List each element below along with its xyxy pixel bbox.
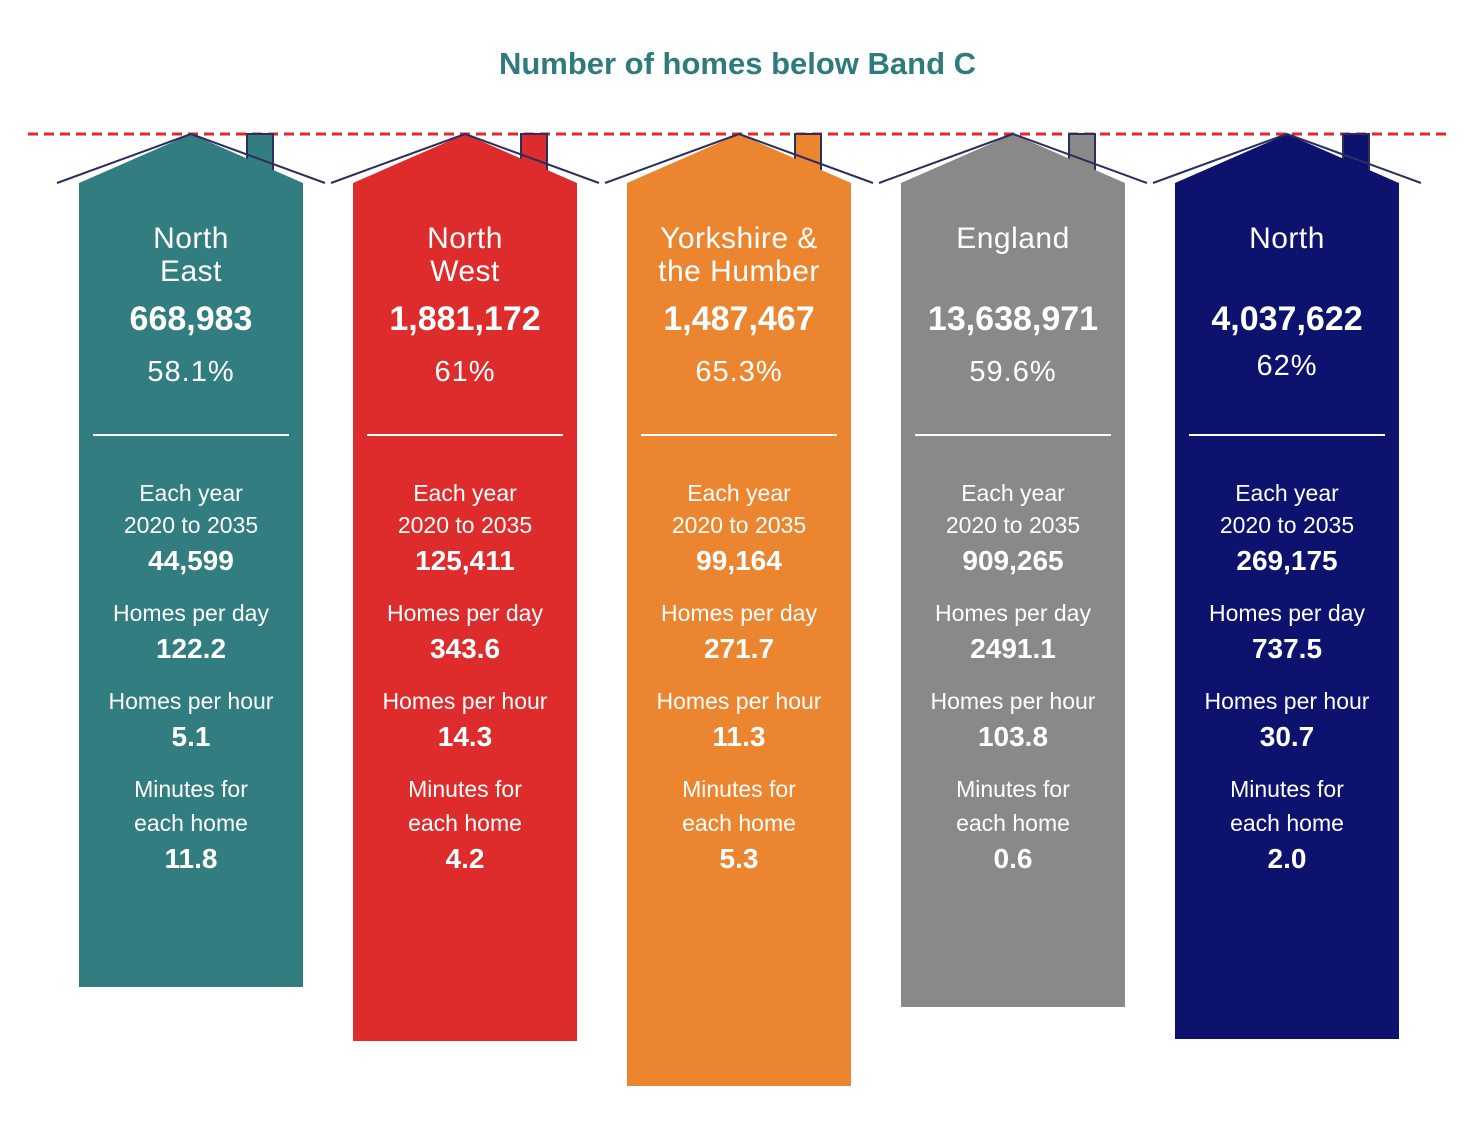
per-hour-label: Homes per hour (382, 688, 548, 714)
period-label: 2020 to 2035 (945, 512, 1081, 538)
per-day-label: Homes per day (935, 600, 1091, 626)
region-name-line2: the Humber (658, 255, 820, 288)
each-year-value: 909,265 (962, 545, 1064, 576)
each-year-label: Each year (961, 480, 1065, 506)
house-north-west (353, 134, 577, 1041)
homes-percent: 62% (1256, 350, 1318, 382)
each-year-value: 125,411 (415, 545, 515, 576)
per-hour-value: 103.8 (977, 721, 1049, 752)
per-day-value: 343.6 (429, 633, 501, 664)
each-year-label: Each year (139, 480, 243, 506)
minutes-label-line1: Minutes for (134, 776, 248, 802)
divider (915, 434, 1111, 436)
homes-percent: 65.3% (695, 356, 783, 388)
minutes-label-line2: each home (956, 810, 1070, 836)
region-name-line1: England (956, 222, 1070, 255)
region-name-line1: North (153, 222, 229, 255)
homes-percent: 58.1% (147, 356, 235, 388)
minutes-label-line1: Minutes for (408, 776, 522, 802)
each-year-value: 269,175 (1236, 545, 1338, 576)
stats: Each year 2020 to 2035 909,265 Homes per… (901, 476, 1125, 874)
roof-england (878, 132, 1148, 184)
minutes-label-line1: Minutes for (1230, 776, 1344, 802)
region-name: North (1175, 222, 1399, 255)
region-name-line2: East (159, 255, 223, 288)
per-day-label: Homes per day (661, 600, 817, 626)
stats: Each year 2020 to 2035 99,164 Homes per … (627, 476, 851, 874)
per-day-value: 2491.1 (970, 633, 1056, 664)
minutes-value: 11.8 (164, 843, 218, 874)
period-label: 2020 to 2035 (123, 512, 259, 538)
homes-count: 4,037,622 (1211, 300, 1363, 338)
roof-north (1152, 132, 1422, 184)
homes-percent: 61% (434, 356, 496, 388)
house-england (901, 134, 1125, 1007)
homes-count: 13,638,971 (927, 300, 1099, 338)
per-day-value: 271.7 (703, 633, 775, 664)
each-year-value: 99,164 (696, 545, 782, 576)
house-north (1175, 134, 1399, 1039)
minutes-label-line2: each home (134, 810, 248, 836)
roof-yorkshire-the-humber (604, 132, 874, 184)
per-hour-value: 11.3 (712, 721, 766, 752)
per-hour-value: 14.3 (437, 721, 493, 752)
region-name-line2: West (430, 255, 500, 288)
house-yorkshire-the-humber (627, 134, 851, 1086)
each-year-label: Each year (413, 480, 517, 506)
stats: Each year 2020 to 2035 125,411 Homes per… (353, 476, 577, 874)
minutes-label-line2: each home (1230, 810, 1344, 836)
roof-north-east (56, 132, 326, 184)
region-name: North East (79, 222, 303, 288)
minutes-value: 0.6 (993, 843, 1033, 874)
per-day-label: Homes per day (1209, 600, 1365, 626)
minutes-label-line1: Minutes for (682, 776, 796, 802)
per-day-value: 122.2 (155, 633, 227, 664)
per-hour-label: Homes per hour (108, 688, 274, 714)
each-year-label: Each year (1235, 480, 1339, 506)
minutes-value: 5.3 (719, 843, 759, 874)
period-label: 2020 to 2035 (1219, 512, 1355, 538)
region-name: North West (353, 222, 577, 288)
per-day-label: Homes per day (113, 600, 269, 626)
minutes-value: 4.2 (445, 843, 485, 874)
roof-north-west (330, 132, 600, 184)
divider (367, 434, 563, 436)
region-name-line1: North (427, 222, 503, 255)
per-hour-value: 5.1 (171, 721, 211, 752)
region-name-line1: North (1249, 222, 1325, 255)
period-label: 2020 to 2035 (397, 512, 533, 538)
homes-count: 1,881,172 (389, 300, 541, 338)
region-name-line1: Yorkshire & (660, 222, 818, 255)
homes-count: 668,983 (129, 300, 253, 338)
divider (93, 434, 289, 436)
divider (1189, 434, 1385, 436)
house-north-east (79, 134, 303, 987)
per-day-value: 737.5 (1251, 633, 1323, 664)
region-name: England (901, 222, 1125, 255)
minutes-label-line2: each home (408, 810, 522, 836)
per-day-label: Homes per day (387, 600, 543, 626)
minutes-label-line2: each home (682, 810, 796, 836)
per-hour-value: 30.7 (1259, 721, 1315, 752)
divider (641, 434, 837, 436)
per-hour-label: Homes per hour (656, 688, 822, 714)
each-year-label: Each year (687, 480, 791, 506)
homes-percent: 59.6% (969, 356, 1057, 388)
stats: Each year 2020 to 2035 269,175 Homes per… (1175, 476, 1399, 874)
homes-count: 1,487,467 (663, 300, 815, 338)
stats: Each year 2020 to 2035 44,599 Homes per … (79, 476, 303, 874)
minutes-label-line1: Minutes for (956, 776, 1070, 802)
each-year-value: 44,599 (148, 545, 234, 576)
minutes-value: 2.0 (1267, 843, 1307, 874)
period-label: 2020 to 2035 (671, 512, 807, 538)
region-name: Yorkshire & the Humber (627, 222, 851, 288)
per-hour-label: Homes per hour (1204, 688, 1370, 714)
chart-title: Number of homes below Band C (498, 46, 977, 81)
per-hour-label: Homes per hour (930, 688, 1096, 714)
